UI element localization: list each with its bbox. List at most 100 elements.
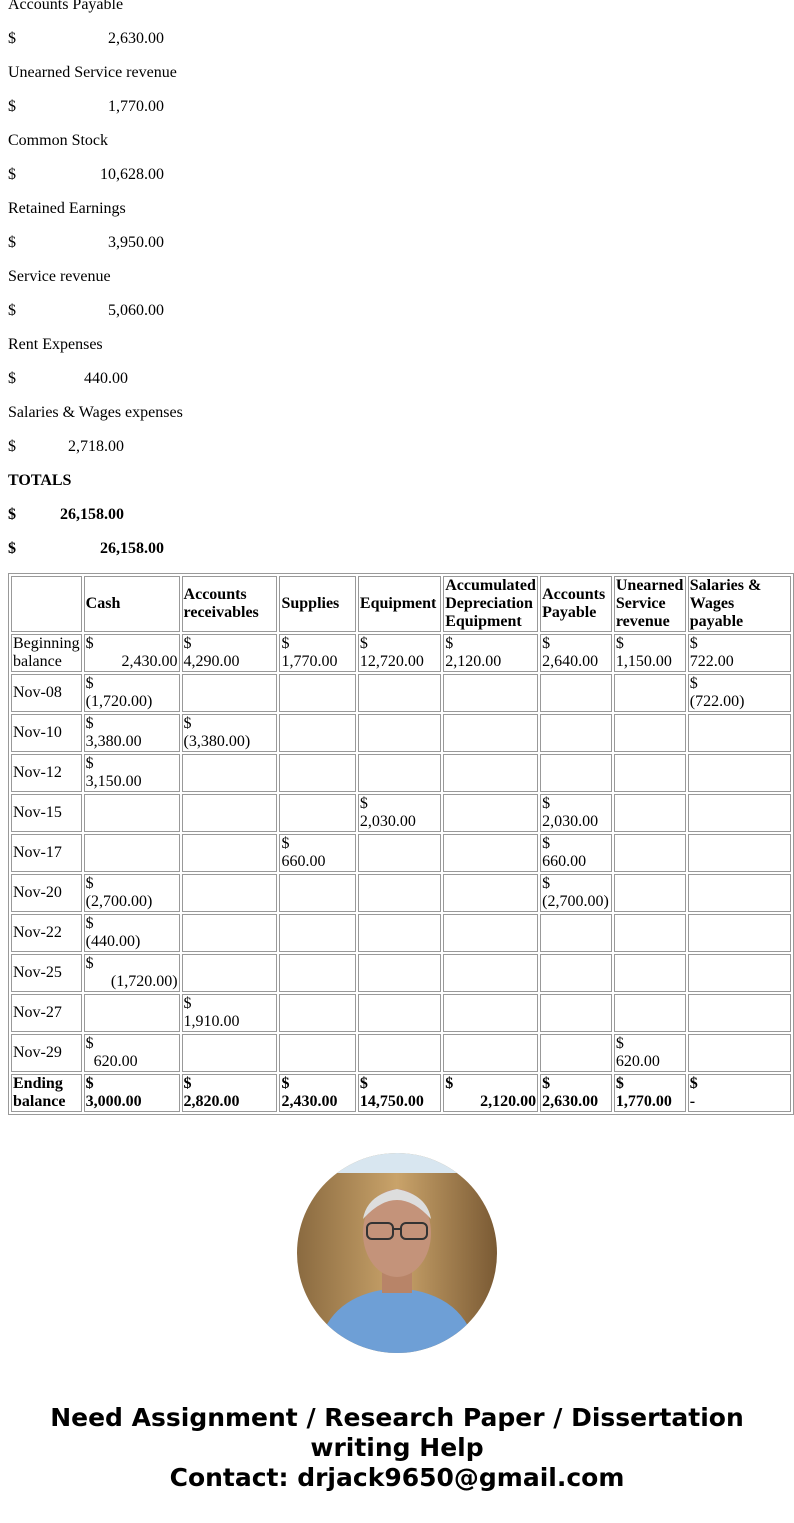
amount: (722.00) — [689, 693, 745, 710]
account-label: Service revenue — [8, 268, 111, 285]
currency: $ — [689, 675, 698, 692]
amount-cell — [613, 834, 686, 872]
amount-cell — [687, 954, 791, 992]
currency: $ — [615, 1075, 624, 1092]
amount-cell — [83, 994, 180, 1032]
footer-line: Need Assignment / Research Paper / Disse… — [50, 1403, 744, 1432]
amount-cell — [357, 954, 442, 992]
amount-cell — [687, 874, 791, 912]
amount-cell: $620.00 — [83, 1034, 180, 1072]
amount: 2,820.00 — [183, 1093, 240, 1110]
amount-cell — [181, 954, 278, 992]
table-row: Nov-22 $ (440.00) — [11, 914, 791, 952]
amount: 620.00 — [615, 1053, 660, 1070]
currency: $ — [183, 635, 192, 652]
amount: - — [689, 1093, 696, 1110]
amount: (3,380.00) — [183, 733, 251, 750]
amount-cell — [613, 954, 686, 992]
amount-cell: $12,720.00 — [357, 634, 442, 672]
header-cell: Supplies — [279, 576, 356, 632]
header-cell: Accounts Payable — [540, 576, 612, 632]
account-label: Retained Earnings — [8, 200, 126, 217]
currency: $ — [8, 540, 16, 557]
header-cell: Salaries & Wages payable — [687, 576, 791, 632]
amount: 2,630.00 — [108, 30, 164, 47]
table-row: Ending balance $3,000.00 $2,820.00 $2,430.0… — [11, 1074, 791, 1112]
amount-cell — [443, 954, 539, 992]
row-label: Nov-15 — [11, 794, 82, 832]
amount: 5,060.00 — [108, 302, 164, 319]
amount-cell: $ (1,720.00) — [83, 954, 180, 992]
amount-cell — [443, 834, 539, 872]
amount-cell: $1,770.00 — [279, 634, 356, 672]
footer-line: writing Help — [310, 1433, 484, 1462]
amount-cell — [357, 914, 442, 952]
amount-cell: $3,150.00 — [83, 754, 180, 792]
amount-cell — [540, 754, 612, 792]
amount-cell — [443, 794, 539, 832]
ledger-list: Accounts Payable $2,630.00 Unearned Servic… — [8, 0, 183, 566]
amount-line: $5,060.00 — [8, 294, 183, 328]
row-label: Nov-10 — [11, 714, 82, 752]
row-label: Nov-27 — [11, 994, 82, 1032]
amount-cell: $1,770.00 — [613, 1074, 686, 1112]
table-row: Nov-17 $660.00 $660.00 — [11, 834, 791, 872]
amount-cell — [540, 714, 612, 752]
amount-cell — [613, 674, 686, 712]
amount-cell — [357, 994, 442, 1032]
amount-cell — [279, 954, 356, 992]
amount: 2,630.00 — [542, 1093, 599, 1110]
t-account-table: Cash Accounts receivables Supplies Equipmen… — [8, 573, 794, 1115]
amount-cell — [540, 954, 612, 992]
row-label: Nov-22 — [11, 914, 82, 952]
amount: 1,910.00 — [183, 1013, 240, 1030]
amount-cell — [613, 754, 686, 792]
row-label: Nov-17 — [11, 834, 82, 872]
amount-cell — [83, 794, 180, 832]
amount: 2,120.00 — [445, 653, 502, 670]
table-row: Nov-12 $3,150.00 — [11, 754, 791, 792]
table-row: Nov-27 $1,910.00 — [11, 994, 791, 1032]
table-row: Nov-08 $ (1,720.00) $ (722.00) — [11, 674, 791, 712]
currency: $ — [85, 635, 94, 652]
profile-photo — [297, 1153, 497, 1353]
amount: 4,290.00 — [183, 653, 240, 670]
account-label: Common Stock — [8, 132, 109, 149]
amount-cell: $ (440.00) — [83, 914, 180, 952]
amount-cell: $2,120.00 — [443, 1074, 539, 1112]
amount: 3,950.00 — [108, 234, 164, 251]
amount-cell — [443, 1034, 539, 1072]
amount: 2,430.00 — [121, 653, 178, 670]
row-label: Nov-20 — [11, 874, 82, 912]
amount-cell — [357, 674, 442, 712]
header-cell — [11, 576, 82, 632]
currency: $ — [359, 795, 368, 812]
amount-cell — [357, 714, 442, 752]
header-cell: Accounts receivables — [181, 576, 278, 632]
currency: $ — [85, 955, 94, 972]
amount: 2,718.00 — [68, 438, 124, 455]
amount-cell — [279, 994, 356, 1032]
amount: 620.00 — [93, 1053, 138, 1070]
amount-cell — [357, 1034, 442, 1072]
currency: $ — [281, 635, 290, 652]
amount-cell — [687, 754, 791, 792]
amount-cell: $3,380.00 — [83, 714, 180, 752]
amount-cell — [540, 994, 612, 1032]
amount-cell — [687, 1034, 791, 1072]
amount-cell: $2,030.00 — [540, 794, 612, 832]
amount-cell — [279, 754, 356, 792]
currency: $ — [542, 875, 551, 892]
amount-cell: $2,630.00 — [540, 1074, 612, 1112]
currency: $ — [8, 370, 16, 387]
amount-cell — [181, 1034, 278, 1072]
account-label: Unearned Service revenue — [8, 64, 177, 81]
currency: $ — [359, 635, 368, 652]
table-row: Nov-15 $2,030.00 $2,030.00 — [11, 794, 791, 832]
amount-cell: $660.00 — [279, 834, 356, 872]
currency: $ — [542, 795, 551, 812]
totals-label: TOTALS — [8, 472, 72, 489]
amount-cell: $ (1,720.00) — [83, 674, 180, 712]
table-row: Nov-25 $ (1,720.00) — [11, 954, 791, 992]
